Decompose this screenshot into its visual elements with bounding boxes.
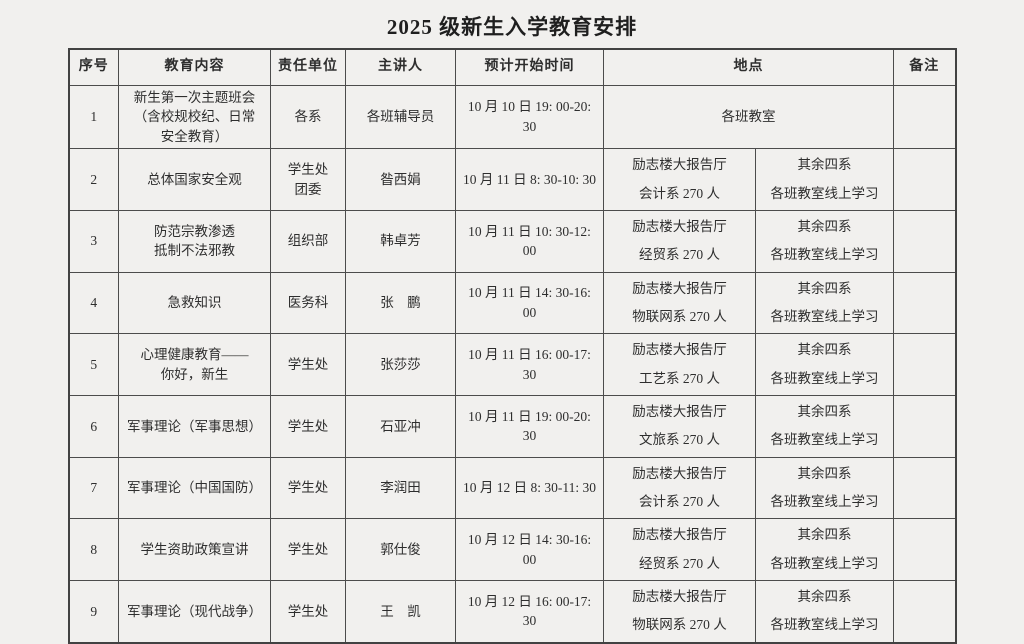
- cell-place-alt: 其余四系 各班教室线上学习: [755, 209, 894, 273]
- cell-no: 5: [68, 333, 119, 396]
- cell-no: 6: [68, 394, 119, 458]
- cell-place-merged: 各班教室: [603, 84, 894, 150]
- cell-note: [893, 84, 956, 150]
- table-row: 6 军事理论（军事思想） 学生处 石亚冲 10 月 11 日 19: 00-20: 30…: [68, 394, 956, 458]
- cell-place-main: 励志楼大报告厅 物联网系 270 人: [603, 271, 756, 335]
- header-time: 预计开始时间: [455, 48, 604, 86]
- cell-note: [893, 148, 956, 211]
- table-header: 序号 教育内容 责任单位 主讲人 预计开始时间 地点 备注: [68, 48, 956, 86]
- cell-time: 10 月 11 日 10: 30-12: 00: [455, 209, 604, 273]
- cell-note: [893, 394, 956, 458]
- cell-note: [893, 209, 956, 273]
- cell-place-alt: 其余四系 各班教室线上学习: [755, 456, 894, 520]
- table-row: 1 新生第一次主题班会 （含校规校纪、日常 安全教育） 各系 各班辅导员 10 月 10…: [68, 84, 956, 150]
- cell-content: 军事理论（军事思想）: [118, 394, 271, 458]
- cell-time: 10 月 11 日 19: 00-20: 30: [455, 394, 604, 458]
- table-row: 8 学生资助政策宣讲 学生处 郭仕俊 10 月 12 日 14: 30-16: 00 励志…: [68, 518, 956, 581]
- header-unit: 责任单位: [270, 48, 346, 86]
- cell-speaker: 张 鹏: [345, 271, 456, 335]
- cell-note: [893, 518, 956, 581]
- cell-speaker: 韩卓芳: [345, 209, 456, 273]
- cell-unit: 医务科: [270, 271, 346, 335]
- cell-unit: 学生处: [270, 333, 346, 396]
- table-body: 1 新生第一次主题班会 （含校规校纪、日常 安全教育） 各系 各班辅导员 10 月 10…: [68, 84, 956, 644]
- cell-no: 9: [68, 579, 119, 644]
- cell-no: 1: [68, 84, 119, 150]
- cell-time: 10 月 11 日 8: 30-10: 30: [455, 148, 604, 211]
- header-place: 地点: [603, 48, 894, 86]
- cell-unit: 学生处: [270, 579, 346, 644]
- cell-no: 7: [68, 456, 119, 520]
- header-speaker: 主讲人: [345, 48, 456, 86]
- cell-speaker: 李润田: [345, 456, 456, 520]
- cell-place-alt: 其余四系 各班教室线上学习: [755, 394, 894, 458]
- cell-unit: 组织部: [270, 209, 346, 273]
- cell-note: [893, 333, 956, 396]
- cell-place-alt: 其余四系 各班教室线上学习: [755, 579, 894, 644]
- header-content: 教育内容: [118, 48, 271, 86]
- schedule-table: 序号 教育内容 责任单位 主讲人 预计开始时间 地点 备注 1 新生第一次主题班会…: [67, 48, 957, 644]
- table-row: 4 急救知识 医务科张 鹏 10 月 11 日 14: 30-16: 00 励志楼大报告…: [68, 271, 956, 335]
- cell-no: 8: [68, 518, 119, 581]
- header-note: 备注: [893, 48, 956, 86]
- cell-time: 10 月 12 日 16: 00-17: 30: [455, 579, 604, 644]
- cell-place-main: 励志楼大报告厅 经贸系 270 人: [603, 518, 756, 581]
- cell-speaker: 王 凯: [345, 579, 456, 644]
- cell-content: 军事理论（中国国防）: [118, 456, 271, 520]
- cell-time: 10 月 11 日 16: 00-17: 30: [455, 333, 604, 396]
- cell-place-main: 励志楼大报告厅 会计系 270 人: [603, 148, 756, 211]
- cell-unit: 学生处: [270, 456, 346, 520]
- cell-place-alt: 其余四系 各班教室线上学习: [755, 271, 894, 335]
- cell-place-main: 励志楼大报告厅 工艺系 270 人: [603, 333, 756, 396]
- cell-time: 10 月 12 日 14: 30-16: 00: [455, 518, 604, 581]
- cell-content: 新生第一次主题班会 （含校规校纪、日常 安全教育）: [118, 84, 271, 150]
- cell-content: 心理健康教育—— 你好，新生: [118, 333, 271, 396]
- table-row: 9 军事理论（现代战争） 学生处王 凯 10 月 12 日 16: 00-17: 30…: [68, 579, 956, 644]
- cell-content: 急救知识: [118, 271, 271, 335]
- cell-unit: 各系: [270, 84, 346, 150]
- header-row: 序号 教育内容 责任单位 主讲人 预计开始时间 地点 备注: [68, 48, 956, 86]
- cell-place-alt: 其余四系 各班教室线上学习: [755, 148, 894, 211]
- cell-unit: 学生处: [270, 394, 346, 458]
- cell-no: 3: [68, 209, 119, 273]
- cell-place-main: 励志楼大报告厅 会计系 270 人: [603, 456, 756, 520]
- cell-speaker: 郭仕俊: [345, 518, 456, 581]
- page-title: 2025 级新生入学教育安排: [386, 15, 638, 39]
- cell-speaker: 张莎莎: [345, 333, 456, 396]
- cell-no: 4: [68, 271, 119, 335]
- cell-content: 防范宗教渗透 抵制不法邪教: [118, 209, 271, 273]
- table-row: 3 防范宗教渗透 抵制不法邪教 组织部 韩卓芳 10 月 11 日 10: 30-12:…: [68, 209, 956, 273]
- cell-speaker: 各班辅导员: [345, 84, 456, 150]
- table-row: 7 军事理论（中国国防） 学生处 李润田 10 月 12 日 8: 30-11: 30 励…: [68, 456, 956, 520]
- cell-speaker: 昝西娟: [345, 148, 456, 211]
- cell-content: 学生资助政策宣讲: [118, 518, 271, 581]
- cell-note: [893, 456, 956, 520]
- cell-place-alt: 其余四系 各班教室线上学习: [755, 518, 894, 581]
- cell-content: 军事理论（现代战争）: [118, 579, 271, 644]
- cell-place-main: 励志楼大报告厅 文旅系 270 人: [603, 394, 756, 458]
- header-no: 序号: [68, 48, 119, 86]
- table-row: 5 心理健康教育—— 你好，新生 学生处 张莎莎 10 月 11 日 16: 00-17…: [68, 333, 956, 396]
- cell-time: 10 月 11 日 14: 30-16: 00: [455, 271, 604, 335]
- cell-note: [893, 271, 956, 335]
- cell-content: 总体国家安全观: [118, 148, 271, 211]
- table-row: 2 总体国家安全观 学生处 团委 昝西娟 10 月 11 日 8: 30-10: 30 励…: [68, 148, 956, 211]
- cell-place-main: 励志楼大报告厅 物联网系 270 人: [603, 579, 756, 644]
- cell-unit: 学生处: [270, 518, 346, 581]
- cell-place-alt: 其余四系 各班教室线上学习: [755, 333, 894, 396]
- cell-place-main: 励志楼大报告厅 经贸系 270 人: [603, 209, 756, 273]
- cell-no: 2: [68, 148, 119, 211]
- cell-unit: 学生处 团委: [270, 148, 346, 211]
- cell-time: 10 月 10 日 19: 00-20: 30: [455, 84, 604, 150]
- cell-time: 10 月 12 日 8: 30-11: 30: [455, 456, 604, 520]
- cell-note: [893, 579, 956, 644]
- cell-speaker: 石亚冲: [345, 394, 456, 458]
